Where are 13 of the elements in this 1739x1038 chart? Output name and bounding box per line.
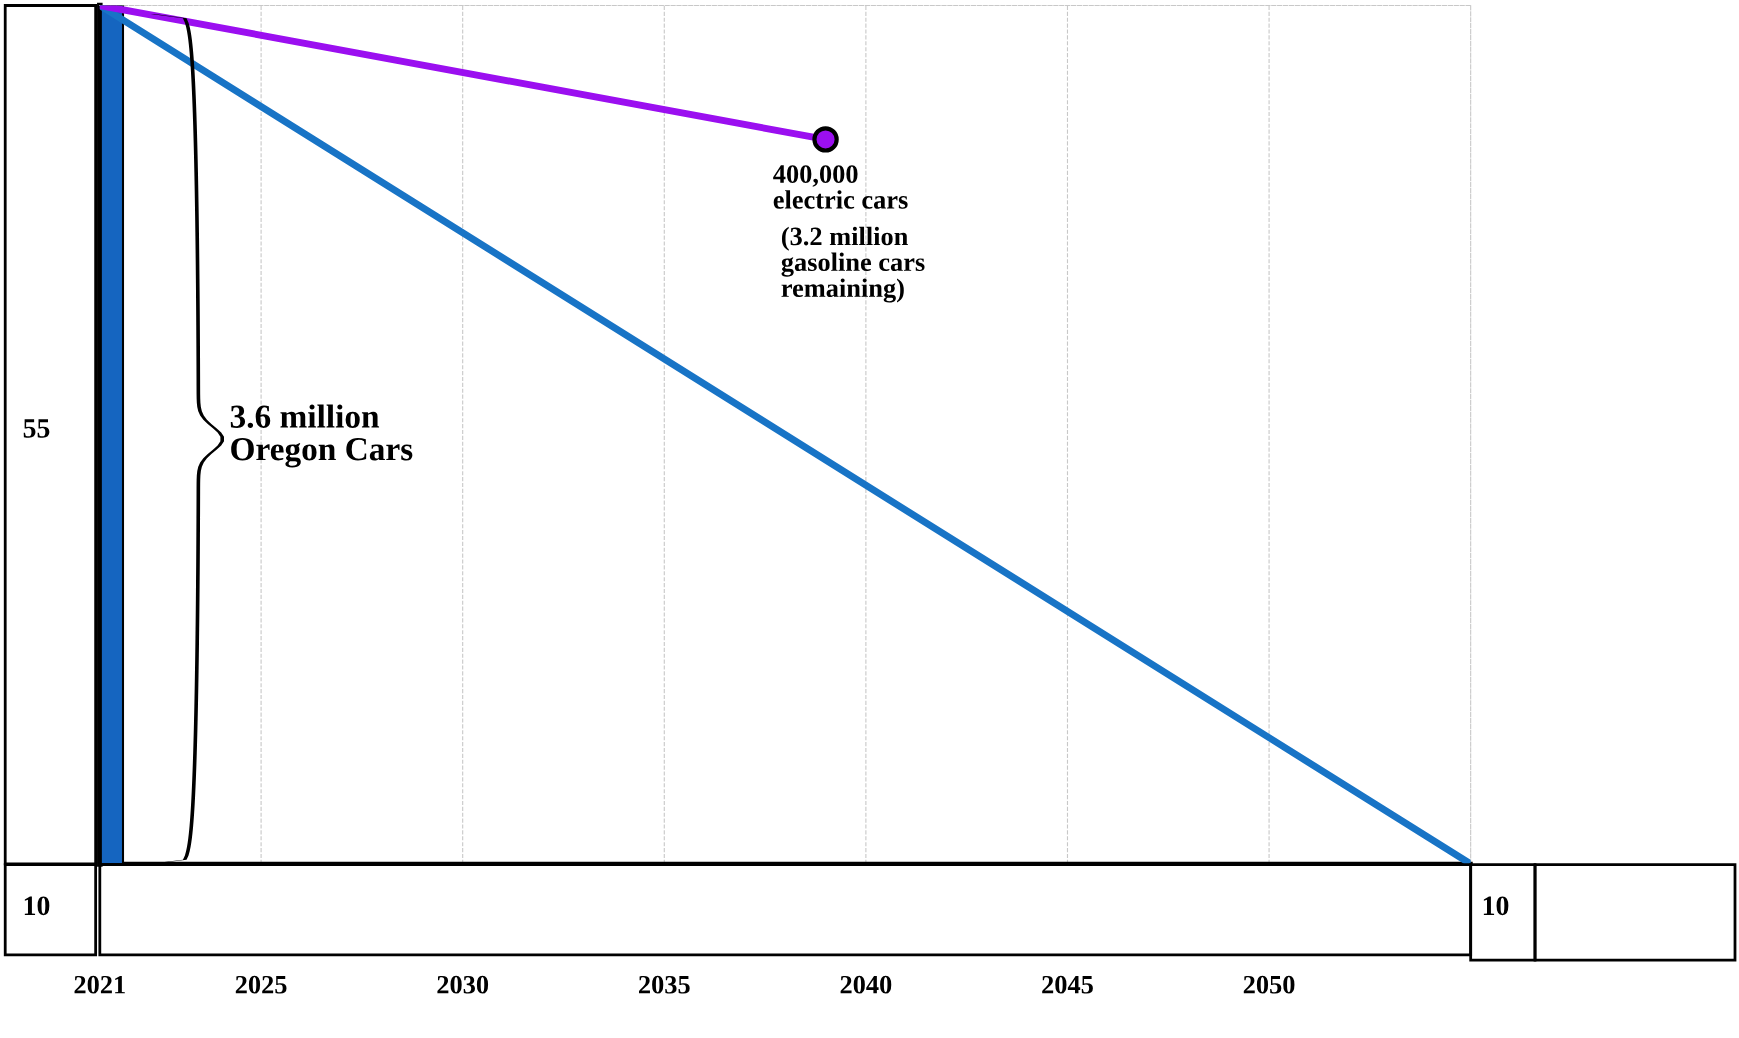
x-tick-label: 2040: [840, 975, 892, 994]
x-tick-label: 2050: [1243, 975, 1295, 994]
annotation: (3.2 million gasoline cars remaining): [781, 226, 925, 303]
x-tick-label: 2045: [1042, 975, 1093, 994]
x-tick-label: 2021: [74, 975, 125, 994]
text: 10: [1483, 896, 1509, 916]
annotation: 3.6 million Oregon Cars: [230, 404, 413, 468]
text: 55: [23, 419, 50, 438]
annotation: 400,000 electric cars: [773, 165, 908, 209]
x-tick-label: 2025: [235, 975, 287, 994]
text: 10: [24, 896, 50, 916]
x-tick-label: 2030: [437, 975, 489, 994]
x-tick-label: 2035: [639, 975, 690, 994]
